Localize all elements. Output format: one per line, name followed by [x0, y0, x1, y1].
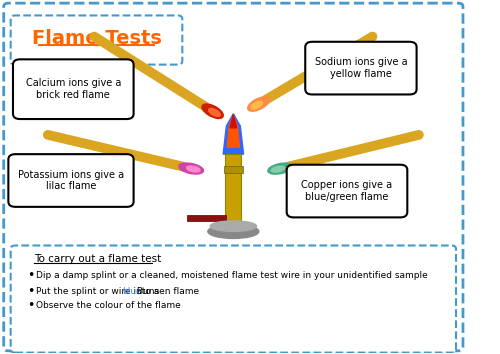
FancyBboxPatch shape	[4, 3, 463, 351]
FancyBboxPatch shape	[305, 42, 416, 95]
Polygon shape	[223, 114, 244, 154]
Ellipse shape	[179, 163, 204, 174]
Text: Observe the colour of the flame: Observe the colour of the flame	[36, 301, 181, 310]
Text: Potassium ions give a
lilac flame: Potassium ions give a lilac flame	[18, 170, 124, 191]
Text: Copper ions give a
blue/green flame: Copper ions give a blue/green flame	[302, 180, 392, 202]
Ellipse shape	[268, 163, 292, 174]
FancyBboxPatch shape	[10, 245, 456, 353]
FancyBboxPatch shape	[8, 154, 134, 207]
Text: blue: blue	[122, 287, 142, 296]
Text: •: •	[27, 299, 34, 312]
Text: Flame Tests: Flame Tests	[32, 29, 162, 48]
Ellipse shape	[210, 221, 256, 232]
Text: Sodium ions give a
yellow flame: Sodium ions give a yellow flame	[314, 57, 407, 79]
Ellipse shape	[248, 97, 270, 111]
Ellipse shape	[208, 224, 259, 239]
Text: Dip a damp splint or a cleaned, moistened flame test wire in your unidentified s: Dip a damp splint or a cleaned, moistene…	[36, 271, 428, 280]
Text: •: •	[27, 285, 34, 298]
Text: Calcium ions give a
brick red flame: Calcium ions give a brick red flame	[26, 78, 121, 100]
Ellipse shape	[202, 104, 224, 119]
Polygon shape	[228, 115, 239, 147]
FancyBboxPatch shape	[187, 215, 226, 221]
FancyBboxPatch shape	[224, 166, 242, 173]
Ellipse shape	[186, 166, 200, 172]
Text: Put the splint or wire into a: Put the splint or wire into a	[36, 287, 162, 296]
Polygon shape	[230, 114, 236, 128]
Text: •: •	[27, 269, 34, 282]
FancyBboxPatch shape	[226, 154, 241, 226]
Ellipse shape	[251, 101, 262, 109]
Text: Bunsen flame: Bunsen flame	[134, 287, 199, 296]
FancyBboxPatch shape	[286, 165, 408, 217]
Ellipse shape	[272, 166, 284, 172]
FancyBboxPatch shape	[10, 16, 182, 65]
Ellipse shape	[208, 108, 220, 116]
FancyBboxPatch shape	[13, 59, 134, 119]
Text: To carry out a flame test: To carry out a flame test	[34, 254, 161, 264]
